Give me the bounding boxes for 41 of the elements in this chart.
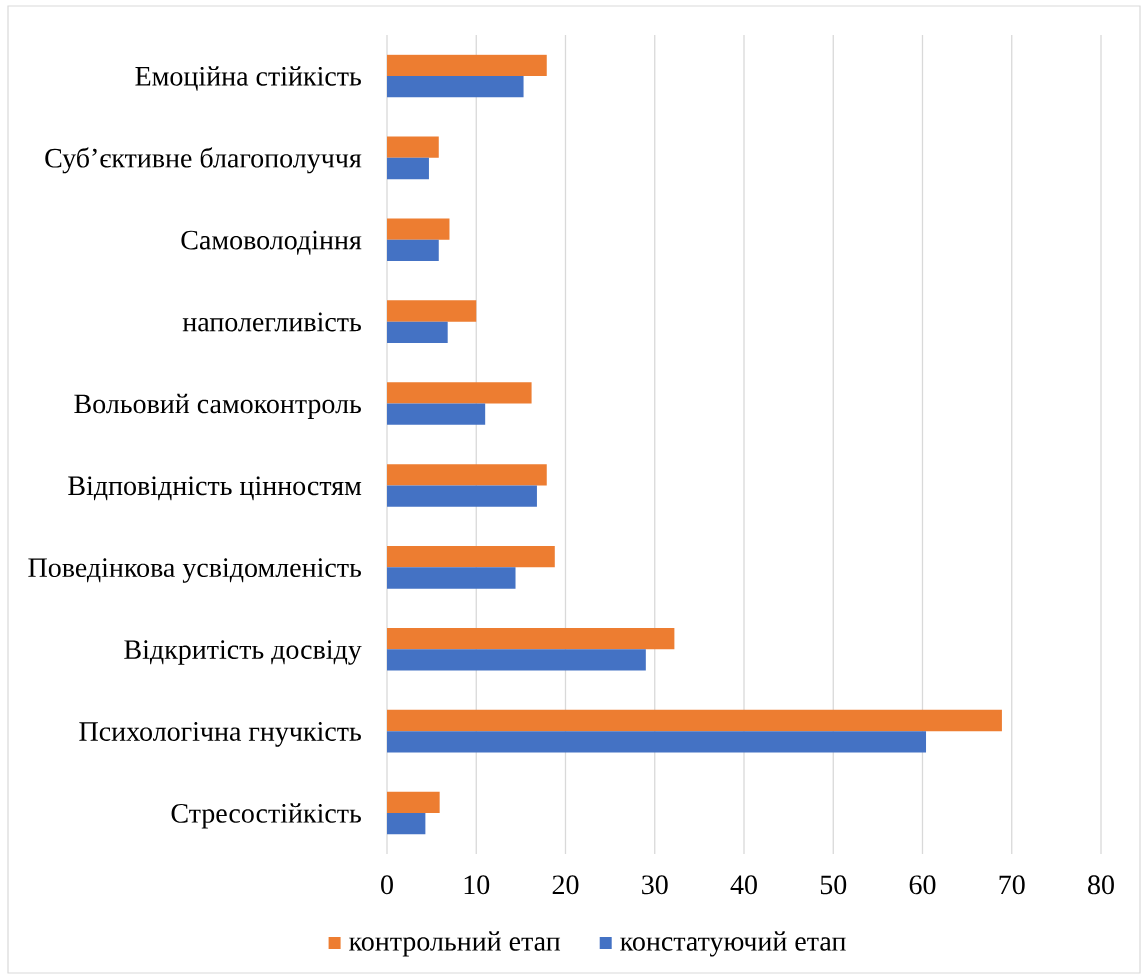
x-tick-label: 80 (1088, 875, 1114, 895)
bar (387, 403, 486, 425)
x-tick-label: 0 (381, 875, 393, 895)
bar (387, 464, 547, 486)
bar (387, 382, 532, 404)
y-tick-label: Вольовий самоконтроль (74, 393, 361, 419)
bar (387, 813, 426, 835)
x-tick-label: 10 (464, 875, 490, 895)
bar (387, 627, 675, 650)
bar (387, 321, 448, 343)
y-tick-label: Емоційна стійкість (135, 66, 361, 91)
bar (387, 567, 516, 589)
x-tick-label: 60 (909, 875, 936, 895)
x-tick-label: 50 (820, 875, 847, 895)
bar (387, 218, 450, 240)
y-tick-label: Поведінкова усвідомленість (28, 558, 361, 583)
bar (387, 239, 439, 262)
x-tick-label: 40 (730, 875, 757, 895)
bar (387, 157, 429, 180)
bar (387, 546, 555, 568)
x-tick-label: 70 (999, 875, 1025, 895)
x-tick-label: 20 (552, 875, 579, 895)
x-tick-label: 30 (642, 875, 668, 895)
bar (387, 791, 440, 814)
y-tick-label: Суб’єктивне благополуччя (45, 147, 362, 174)
y-tick-label: Стресостійкість (171, 803, 361, 829)
bar (387, 731, 927, 753)
bar (387, 75, 524, 98)
bar (387, 300, 477, 322)
y-tick-label: Відкритість досвіду (124, 640, 362, 665)
y-tick-label: Психологічна гнучкість (79, 722, 361, 747)
bar (387, 136, 439, 158)
legend-label: контрольний етап (349, 931, 561, 957)
y-tick-label: Відповідність цінностям (68, 476, 362, 501)
bar (387, 54, 547, 76)
bar (387, 649, 646, 671)
y-tick-label: Самоволодіння (181, 230, 362, 255)
legend-label: констатуючий етап (620, 931, 846, 957)
y-tick-label: наполегливість (182, 312, 361, 332)
bar (387, 485, 537, 507)
bar (387, 709, 1002, 732)
